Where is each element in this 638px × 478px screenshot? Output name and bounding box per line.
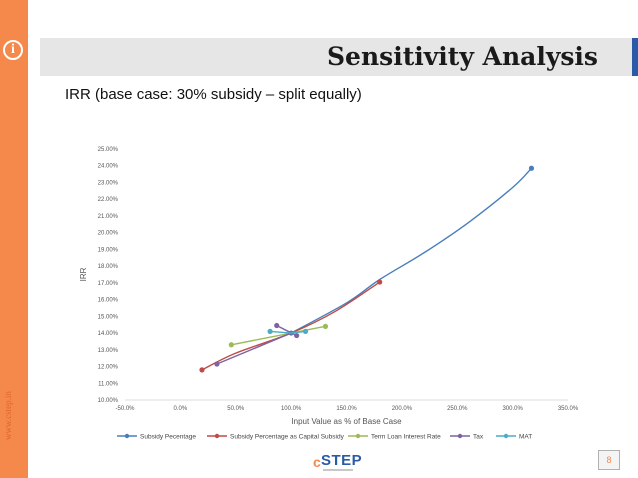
x-tick-label: 150.0% <box>336 406 357 412</box>
y-tick-label: 17.00% <box>98 281 119 287</box>
data-point <box>294 332 300 339</box>
y-tick-label: 21.00% <box>98 214 119 220</box>
data-point <box>214 361 220 367</box>
info-icon: i <box>3 40 23 60</box>
legend-swatch-marker <box>214 433 220 439</box>
cstep-logo: c STEP <box>313 452 362 474</box>
legend-swatch-marker <box>124 433 130 439</box>
y-tick-label: 11.00% <box>98 381 119 387</box>
legend-item: Subsidy Pecentage <box>117 433 196 440</box>
y-tick-label: 24.00% <box>98 164 119 170</box>
series-4 <box>267 328 309 334</box>
y-tick-label: 23.00% <box>98 180 119 186</box>
legend-swatch-marker <box>355 433 361 439</box>
legend-item: Tax <box>450 433 484 440</box>
logo-c: c <box>313 454 321 470</box>
legend-label: MAT <box>519 433 532 440</box>
data-point <box>377 279 383 285</box>
x-tick-label: 250.0% <box>447 406 468 412</box>
legend-label: Subsidy Percentage as Capital Subsidy <box>230 433 345 440</box>
legend-label: Term Loan Interest Rate <box>371 433 441 440</box>
x-tick-label: 0.0% <box>174 406 188 412</box>
x-tick-label: 100.0% <box>281 406 302 412</box>
slide-subtitle: IRR (base case: 30% subsidy – split equa… <box>65 86 362 103</box>
title-bar <box>40 38 632 76</box>
legend-item: MAT <box>496 433 532 440</box>
y-tick-label: 25.00% <box>98 147 119 153</box>
y-tick-label: 19.00% <box>98 247 119 253</box>
legend-swatch-marker <box>457 433 463 439</box>
data-point <box>274 322 280 329</box>
x-axis-label: Input Value as % of Base Case <box>291 417 402 426</box>
data-point <box>528 165 535 171</box>
y-tick-label: 15.00% <box>98 314 119 320</box>
x-tick-label: -50.0% <box>115 406 135 412</box>
x-axis-ticks: -50.0% 0.0% 50.0% 100.0% 150.0% 200.0% 250.0% 3… <box>115 406 578 412</box>
legend-swatch-marker <box>503 433 509 439</box>
y-tick-label: 16.00% <box>98 298 119 304</box>
y-tick-label: 18.00% <box>98 264 119 270</box>
y-tick-label: 22.00% <box>98 197 119 203</box>
y-tick-label: 14.00% <box>98 331 119 337</box>
legend-item: Subsidy Percentage as Capital Subsidy <box>207 433 345 440</box>
y-tick-label: 13.00% <box>98 348 119 354</box>
title-accent <box>632 38 638 76</box>
series-1 <box>199 279 383 373</box>
data-point <box>199 367 205 373</box>
page-number: 8 <box>598 450 620 470</box>
x-tick-label: 350.0% <box>558 406 579 412</box>
data-point <box>302 328 309 334</box>
series-line <box>290 167 532 334</box>
y-tick-label: 12.00% <box>98 365 119 371</box>
legend-label: Subsidy Pecentage <box>140 433 196 440</box>
legend-label: Tax <box>473 433 484 440</box>
series-line <box>216 324 297 365</box>
series-3 <box>214 322 300 367</box>
series-line <box>270 330 306 334</box>
y-tick-label: 20.00% <box>98 231 119 237</box>
series-layer <box>199 165 535 373</box>
y-axis-label: IRR <box>79 267 88 281</box>
slide-title: Sensitivity Analysis <box>327 42 598 71</box>
y-axis-ticks: 10.00% 11.00% 12.00% 13.00% 14.00% 15.00% 16.0… <box>98 147 119 404</box>
data-point <box>228 342 234 348</box>
logo-underline <box>323 469 353 471</box>
legend: Subsidy Pecentage Subsidy Percentage as C… <box>117 433 532 440</box>
data-point <box>322 323 329 329</box>
series-0 <box>288 165 535 336</box>
x-tick-label: 200.0% <box>392 406 413 412</box>
x-tick-label: 300.0% <box>502 406 523 412</box>
x-tick-label: 50.0% <box>227 406 245 412</box>
y-tick-label: 10.00% <box>98 398 119 404</box>
data-point <box>267 328 273 334</box>
series-line <box>201 281 381 371</box>
side-bar: i www.cstep.in <box>0 0 28 478</box>
legend-item: Term Loan Interest Rate <box>348 433 441 440</box>
logo-text: STEP <box>321 452 363 469</box>
series-line <box>231 325 326 346</box>
